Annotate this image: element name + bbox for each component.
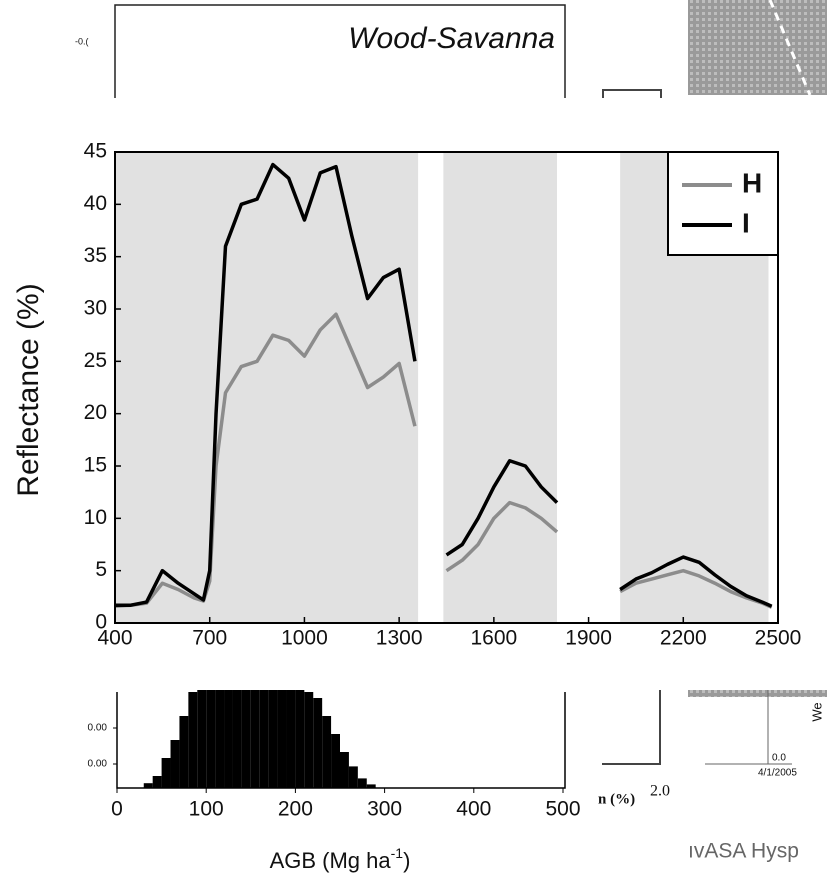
histogram-bar: [268, 680, 278, 788]
histogram-bar: [161, 758, 171, 788]
legend-label: I: [742, 207, 750, 238]
x-tick-label: 2500: [755, 627, 802, 650]
series-line: [115, 162, 773, 608]
y-tick-label: 5: [95, 558, 107, 581]
y-tick-label: 30: [84, 297, 107, 320]
panel-tick: -0.(: [75, 36, 89, 46]
histogram-bar: [295, 680, 305, 788]
fragment-text: 4/1/2005: [758, 768, 797, 779]
histogram-bar: [215, 680, 225, 788]
fragment-text: 2.0: [650, 783, 670, 800]
x-tick-label: 400: [456, 798, 491, 821]
histogram-bar: [232, 680, 242, 788]
histogram-bar: [348, 766, 358, 788]
x-tick-label: 300: [367, 798, 402, 821]
y-tick-label: 25: [84, 349, 107, 372]
fragment-text: n (%): [598, 791, 635, 807]
x-tick-label: 2200: [660, 627, 707, 650]
histogram-bar: [366, 784, 376, 788]
histogram-bar: [250, 680, 260, 788]
x-tick-label: 400: [97, 627, 132, 650]
legend-label: H: [742, 167, 762, 198]
y-axis-label: Reflectance (%): [12, 283, 45, 496]
fragment-text: We: [809, 702, 824, 721]
shaded-band: [115, 152, 419, 623]
histogram-bar: [313, 698, 323, 788]
plot-frame: [114, 151, 779, 624]
histogram-bar: [197, 680, 207, 788]
reflectance-chart: Reflectance (%) 0 5 10 15 20 25 30 35 40 45 400 700…: [12, 140, 801, 650]
histogram-bar: [143, 783, 153, 788]
map-line: [768, 0, 812, 96]
histogram-bar: [286, 680, 296, 788]
y-tick-label: 20: [84, 401, 107, 424]
x-axis-label-part: -1: [391, 845, 404, 861]
panel-frame: [114, 4, 566, 106]
y-tick-label: 10: [84, 506, 107, 529]
histogram-bar: [224, 680, 233, 788]
histogram-bar: [152, 776, 162, 788]
x-axis-label-part: ): [403, 848, 410, 873]
y-tick-label: 15: [84, 454, 107, 477]
fragment-text: 0.0: [772, 753, 786, 764]
caption: ıvASA Hysp: [688, 840, 799, 863]
y-tick-label: 0: [95, 611, 107, 634]
legend-box: [667, 151, 779, 256]
histogram-bar: [322, 716, 332, 788]
x-tick-label: 1300: [376, 627, 423, 650]
axis-frame: [116, 692, 566, 789]
x-tick-label: 1900: [565, 627, 612, 650]
x-axis-label-part: AGB (Mg ha: [270, 848, 392, 873]
fragment-frame: [602, 690, 661, 765]
shaded-band: [443, 152, 557, 623]
histogram-bar: [188, 692, 198, 788]
histogram-chart: 0.00 0.00 0 100 200 300 400 500 AGB (Mg ha-1): [88, 680, 581, 873]
x-tick-label: 1600: [470, 627, 517, 650]
panel-title: Wood-Savanna: [348, 22, 555, 55]
y-tick-label: 45: [84, 140, 107, 163]
histogram-bar: [340, 752, 349, 788]
histogram-bar: [170, 740, 180, 788]
y-tick-label: 35: [84, 244, 107, 267]
map-thumbnail: [688, 0, 827, 95]
histogram-bar: [304, 692, 314, 788]
y-tick-label: 0.00: [88, 723, 108, 734]
histogram-bar: [277, 680, 287, 788]
x-axis-label: AGB (Mg ha-1): [270, 845, 411, 873]
y-tick-label: 40: [84, 192, 107, 215]
x-tick-label: 200: [278, 798, 313, 821]
x-tick-label: 100: [189, 798, 224, 821]
histogram-bar: [179, 716, 189, 788]
histogram-bar: [331, 734, 340, 788]
x-tick-label: 1000: [281, 627, 328, 650]
x-tick-label: 700: [192, 627, 227, 650]
y-tick-label: 0.00: [88, 759, 108, 770]
histogram-bar: [241, 680, 251, 788]
histogram-bar: [357, 778, 367, 788]
histogram-bar: [259, 680, 269, 788]
x-tick-label: 500: [545, 798, 580, 821]
histogram-bar: [206, 680, 216, 788]
x-tick-label: 0: [111, 798, 123, 821]
